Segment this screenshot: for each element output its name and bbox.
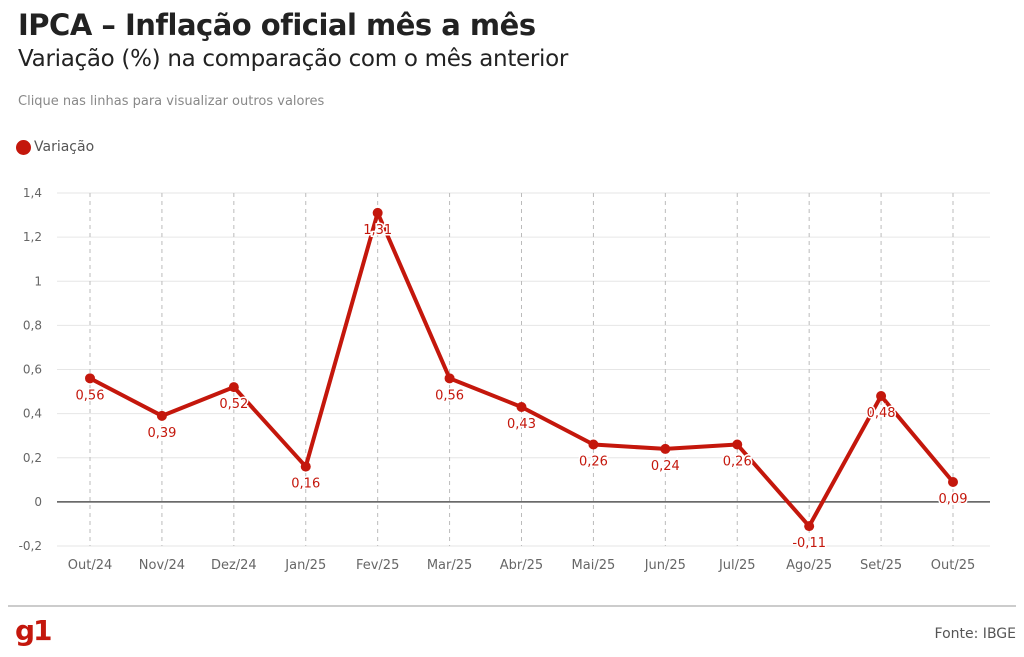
- data-label: 0,43: [507, 417, 536, 432]
- data-label: 0,26: [579, 455, 608, 470]
- data-label: 0,56: [76, 388, 105, 403]
- data-point[interactable]: [876, 390, 887, 401]
- data-label: 0,48: [867, 406, 896, 421]
- y-tick-label: 0,4: [23, 407, 42, 421]
- chart-subtitle: Variação (%) na comparação com o mês ant…: [18, 46, 569, 72]
- data-point[interactable]: [948, 477, 958, 488]
- y-tick-label: 0,6: [23, 363, 42, 377]
- data-label: -0,11: [792, 536, 826, 551]
- x-tick-label: Out/24: [68, 558, 113, 573]
- legend-item-variacao[interactable]: Variação: [16, 139, 94, 155]
- source-text: Fonte: IBGE: [934, 626, 1016, 642]
- chart-title: IPCA – Inflação oficial mês a mês: [18, 8, 536, 42]
- legend-marker-icon: [16, 139, 31, 155]
- instruction-note: Clique nas linhas para visualizar outros…: [18, 94, 325, 109]
- x-tick-label: Abr/25: [500, 558, 543, 573]
- line-chart: -0,2 0 0,2 0,4 0,6 0,8 1 1,2 1,4 Out/24 Nov/24 Dez/…: [19, 186, 990, 573]
- y-tick-label: -0,2: [19, 539, 42, 553]
- x-tick-label: Dez/24: [211, 558, 257, 573]
- data-label: 0,16: [291, 477, 320, 492]
- y-tick-label: 1,4: [23, 186, 42, 200]
- data-point[interactable]: [516, 402, 527, 413]
- data-label: 0,39: [147, 426, 176, 441]
- data-point[interactable]: [444, 373, 455, 384]
- y-tick-label: 0,8: [23, 318, 42, 332]
- data-point[interactable]: [156, 410, 167, 421]
- data-label: 0,56: [435, 388, 464, 403]
- data-label: 1,31: [363, 223, 392, 238]
- data-point[interactable]: [732, 439, 743, 450]
- x-tick-label: Out/25: [931, 558, 976, 573]
- data-label: 0,52: [219, 397, 248, 412]
- y-tick-label: 1,2: [23, 230, 42, 244]
- x-tick-label: Fev/25: [356, 558, 399, 573]
- data-point[interactable]: [300, 461, 311, 472]
- x-tick-label: Ago/25: [786, 558, 832, 573]
- x-tick-label: Set/25: [860, 558, 902, 573]
- x-tick-label: Jun/25: [644, 558, 686, 573]
- x-tick-label: Nov/24: [139, 558, 185, 573]
- data-label: 0,09: [939, 492, 968, 507]
- g1-logo: g1: [15, 614, 53, 647]
- y-tick-label: 1: [34, 274, 42, 288]
- data-point[interactable]: [660, 443, 671, 454]
- legend-label: Variação: [34, 139, 95, 155]
- x-tick-label: Jan/25: [284, 558, 326, 573]
- x-tick-label: Mai/25: [572, 558, 616, 573]
- data-point[interactable]: [588, 439, 599, 450]
- footer-divider: [8, 605, 1016, 607]
- data-point[interactable]: [804, 521, 815, 532]
- x-tick-label: Jul/25: [718, 558, 756, 573]
- x-tick-label: Mar/25: [427, 558, 472, 573]
- data-point[interactable]: [85, 373, 95, 384]
- data-label: 0,26: [723, 455, 752, 470]
- data-label: 0,24: [651, 459, 680, 474]
- data-point[interactable]: [372, 207, 383, 218]
- y-tick-label: 0: [34, 495, 42, 509]
- y-tick-label: 0,2: [23, 451, 42, 465]
- data-point[interactable]: [228, 382, 239, 393]
